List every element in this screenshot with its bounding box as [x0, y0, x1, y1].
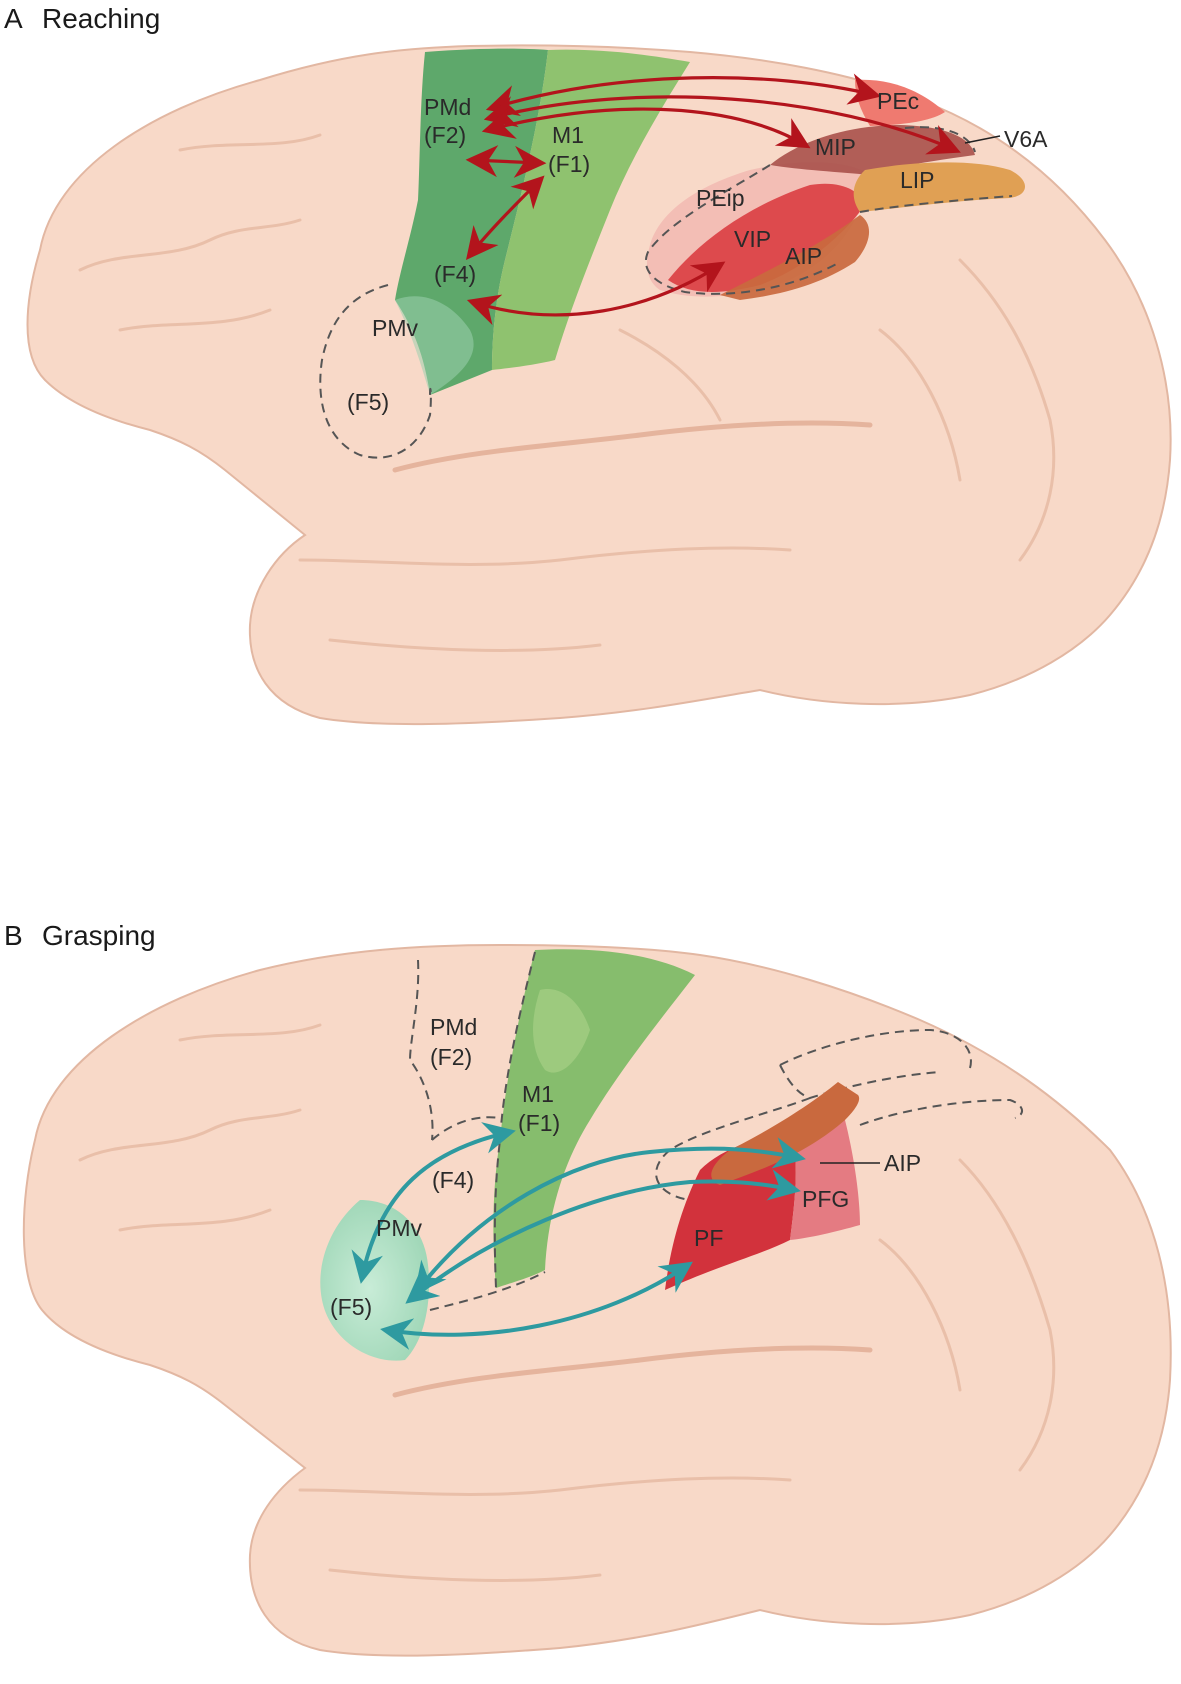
pmd-dashed-outline-b [408, 959, 434, 1141]
arrow-pmd-pec [485, 73, 882, 117]
ips-dashed-outline-b2 [779, 1064, 941, 1100]
sulcus-a-2 [328, 638, 602, 652]
ips-dashed-outline-b4 [859, 1098, 1023, 1126]
label-lip-a: LIP [900, 167, 935, 193]
panel-a-letter: A [4, 3, 23, 34]
panel-b-title: Grasping [42, 920, 156, 951]
arrow-f5-pf [380, 1261, 693, 1350]
lateral-sulcus-a [392, 420, 873, 473]
sulcus-b-6 [958, 1158, 1056, 1472]
f4-highlight-a [395, 296, 474, 395]
sulcus-a-4 [118, 308, 272, 332]
arrow-f5-pfg [405, 1169, 801, 1304]
sulcus-b-5 [178, 1023, 322, 1042]
label-m1-a: M1 [552, 122, 584, 148]
panel-b: B Grasping [4, 920, 1172, 1657]
arrow-f4-m1 [466, 175, 545, 260]
sulcus-a-5 [178, 133, 322, 152]
sulcus-a-6 [958, 258, 1056, 562]
panel-a-title: Reaching [42, 3, 160, 34]
label-f5-a: (F5) [347, 389, 389, 415]
panel-b-letter: B [4, 920, 23, 951]
sulcus-a-8 [618, 328, 722, 422]
label-vip-a: VIP [734, 226, 771, 252]
sulcus-b-1 [298, 1476, 792, 1496]
label-aip-b: AIP [884, 1150, 921, 1176]
label-m1-b: M1 [522, 1081, 554, 1107]
v6a-leader-line [964, 135, 1001, 144]
arrow-pmd-m1 [465, 145, 547, 178]
label-pmd-b: PMd [430, 1014, 477, 1040]
arrow-pmd-mip [481, 107, 811, 149]
sulcus-b-3 [78, 1108, 302, 1162]
label-f2-b: (F2) [430, 1044, 472, 1070]
sulcus-b-2 [328, 1568, 602, 1582]
label-f2-a: (F2) [424, 122, 466, 148]
label-f4-a: (F4) [434, 261, 476, 287]
label-pf-b: PF [694, 1225, 723, 1251]
arrow-f4-vip [466, 261, 726, 326]
label-f5-b: (F5) [330, 1294, 372, 1320]
sulcus-a-3 [78, 218, 302, 272]
sulcus-a-7 [878, 328, 962, 482]
label-pec-a: PEc [877, 88, 919, 114]
label-pfg-b: PFG [802, 1186, 849, 1212]
label-f1-a: (F1) [548, 151, 590, 177]
lip-area-a [853, 162, 1025, 212]
label-pmv-a: PMv [372, 315, 419, 341]
label-mip-a: MIP [815, 134, 856, 160]
lateral-sulcus-b [392, 1345, 873, 1398]
label-peip-a: PEip [696, 185, 745, 211]
label-f1-b: (F1) [518, 1110, 560, 1136]
ips-dashed-outline-b1 [779, 1028, 972, 1069]
label-pmv-b: PMv [376, 1215, 423, 1241]
brain-a [26, 44, 1172, 726]
sulcus-b-4 [118, 1208, 272, 1232]
arrow-pmd-v6a [483, 95, 961, 155]
label-aip-a: AIP [785, 243, 822, 269]
label-pmd-a: PMd [424, 94, 471, 120]
pfg-area-b [790, 1119, 860, 1240]
pmv-dashed-outline-a [319, 284, 432, 459]
panel-a: A Reaching [4, 3, 1172, 726]
label-f4-b: (F4) [432, 1167, 474, 1193]
label-v6a-a: V6A [1004, 126, 1048, 152]
sulcus-a-1 [298, 546, 792, 566]
sulcus-b-7 [878, 1238, 962, 1392]
aip-area-a [720, 215, 870, 300]
m1-highlight-b [533, 989, 590, 1073]
